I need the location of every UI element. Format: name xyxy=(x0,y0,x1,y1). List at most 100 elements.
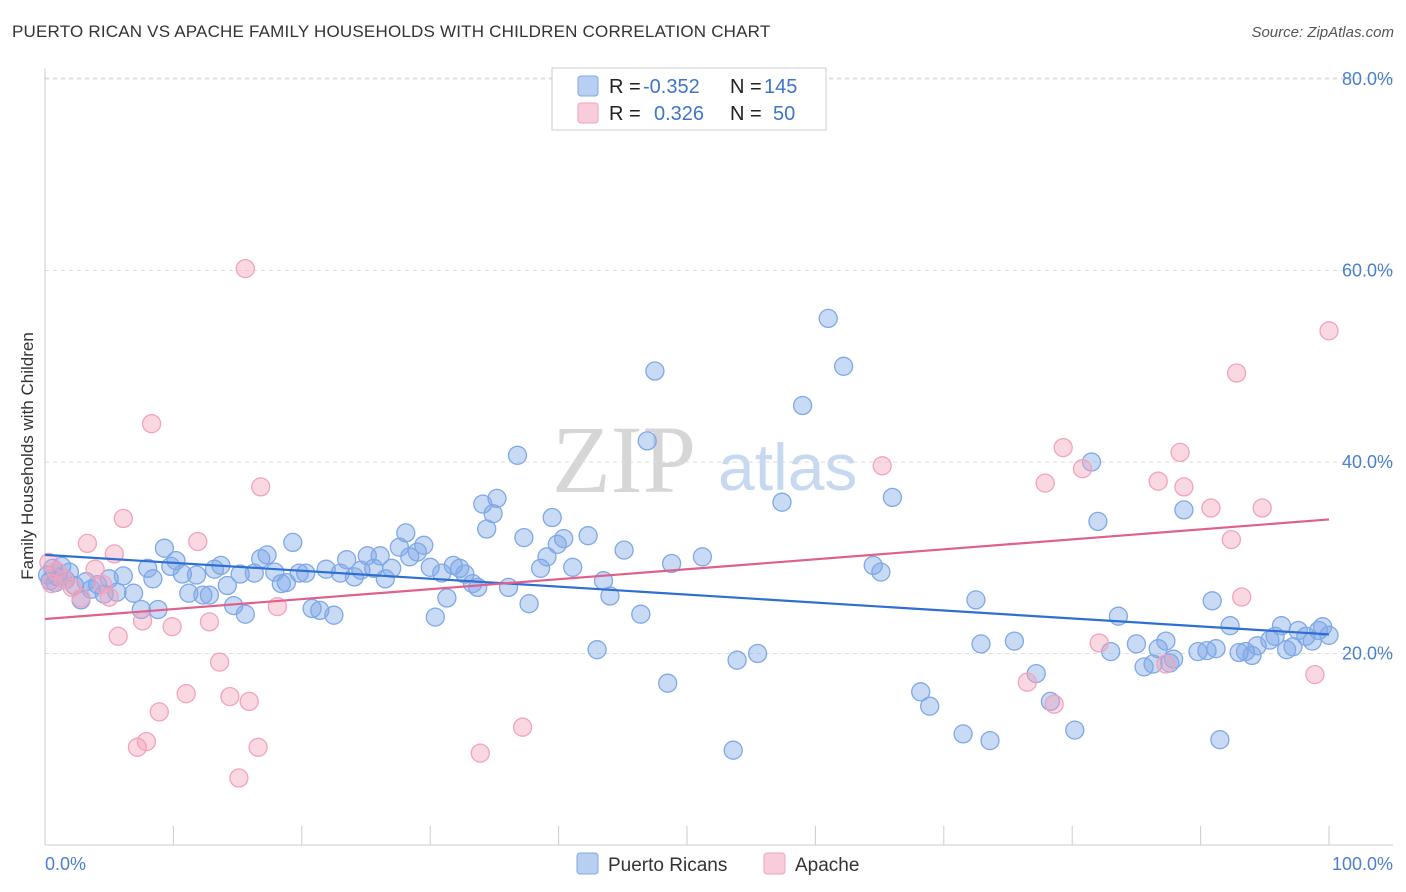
apache-point xyxy=(470,743,490,763)
puerto-ricans-point xyxy=(971,634,991,654)
puerto-ricans-point xyxy=(692,547,713,567)
legend-n-value-apache: 50 xyxy=(773,103,795,125)
puerto-ricans-point xyxy=(276,572,297,593)
puerto-ricans-point xyxy=(514,527,534,548)
puerto-ricans-point xyxy=(953,724,973,744)
puerto-ricans-point xyxy=(473,494,493,514)
apache-point xyxy=(71,588,91,608)
y-tick-label: 40.0% xyxy=(1342,452,1393,472)
apache-point xyxy=(176,684,196,704)
puerto-ricans-point xyxy=(487,488,507,509)
apache-point xyxy=(1319,321,1339,341)
puerto-ricans-point xyxy=(235,604,255,624)
puerto-ricans-point xyxy=(324,605,344,625)
puerto-ricans-point xyxy=(792,395,813,416)
puerto-ricans-point xyxy=(455,564,475,584)
puerto-ricans-point xyxy=(1174,500,1194,520)
puerto-ricans-point xyxy=(614,540,634,560)
puerto-ricans-point xyxy=(645,361,665,381)
apache-point xyxy=(99,587,119,607)
apache-point xyxy=(1156,654,1176,674)
y-tick-label: 80.0% xyxy=(1342,69,1393,89)
puerto-ricans-point xyxy=(920,696,940,716)
legend-swatch-puerto-ricans xyxy=(577,75,599,97)
puerto-ricans-point xyxy=(230,564,250,584)
puerto-ricans-point xyxy=(530,558,551,578)
watermark-zip: ZIP xyxy=(552,406,696,513)
puerto-ricans-point xyxy=(420,557,440,577)
apache-point xyxy=(1017,672,1037,692)
puerto-ricans-point xyxy=(337,550,357,570)
x-tick-label: 100.0% xyxy=(1332,854,1393,874)
puerto-ricans-point xyxy=(966,590,986,610)
puerto-ricans-point xyxy=(1148,639,1168,659)
apache-point xyxy=(248,737,268,757)
puerto-ricans-point xyxy=(382,558,402,578)
puerto-ricans-point xyxy=(818,308,838,329)
apache-point xyxy=(251,477,271,497)
puerto-ricans-point xyxy=(1206,639,1226,659)
series-legend-label-puerto-ricans: Puerto Ricans xyxy=(608,855,727,876)
apache-point xyxy=(1072,459,1093,479)
puerto-ricans-point xyxy=(519,594,539,614)
x-tick-label: 0.0% xyxy=(45,854,86,874)
apache-point xyxy=(1089,633,1109,653)
puerto-ricans-point xyxy=(747,643,768,664)
apache-point xyxy=(512,717,533,737)
apache-point xyxy=(149,702,169,722)
series-legend-label-apache: Apache xyxy=(795,855,859,876)
apache-point xyxy=(235,258,255,279)
puerto-ricans-point xyxy=(302,598,322,619)
series-legend: Puerto Ricans Apache xyxy=(576,852,859,876)
apache-trend-line xyxy=(44,518,1330,621)
puerto-ricans-point xyxy=(87,574,108,595)
puerto-ricans-point xyxy=(113,566,133,586)
series-legend-swatch-apache xyxy=(763,852,786,875)
puerto-ricans-point xyxy=(1319,625,1339,645)
source-label: Source: ZipAtlas.com xyxy=(1251,24,1394,41)
legend-r-value-puerto-ricans: -0.352 xyxy=(643,76,700,98)
apache-point xyxy=(229,768,249,788)
puerto-ricans-point xyxy=(542,507,562,528)
apache-point xyxy=(93,574,113,595)
apache-point xyxy=(1252,498,1272,518)
puerto-ricans-point xyxy=(911,682,931,702)
puerto-ricans-point xyxy=(1202,591,1222,611)
puerto-ricans-point xyxy=(425,607,445,627)
puerto-ricans-point xyxy=(389,537,410,557)
apache-point xyxy=(85,559,105,579)
puerto-ricans-point xyxy=(1088,511,1108,532)
y-axis-title: Family Households with Children xyxy=(18,332,37,580)
apache-point xyxy=(188,531,208,552)
puerto-ricans-point xyxy=(554,528,574,549)
apache-point xyxy=(220,686,240,707)
chart-title: PUERTO RICAN VS APACHE FAMILY HOUSEHOLDS… xyxy=(12,22,771,41)
puerto-ricans-point xyxy=(396,523,416,543)
puerto-ricans-point xyxy=(123,583,144,603)
puerto-ricans-point xyxy=(370,546,390,566)
legend-n-value-puerto-ricans: 145 xyxy=(764,76,797,98)
apache-point xyxy=(209,652,230,672)
apache-point xyxy=(1170,442,1190,463)
gridlines xyxy=(44,77,1393,845)
apache-point xyxy=(77,533,98,554)
apache-point xyxy=(1174,477,1194,497)
puerto-ricans-point xyxy=(1004,631,1025,651)
apache-point xyxy=(136,731,157,752)
legend-n-label-puerto-ricans: N = xyxy=(730,76,762,98)
apache-point xyxy=(1148,471,1168,491)
puerto-ricans-point xyxy=(1065,720,1085,740)
puerto-ricans-point xyxy=(1220,616,1240,636)
puerto-ricans-point xyxy=(186,565,207,585)
axes xyxy=(44,68,1393,846)
puerto-ricans-point xyxy=(483,504,503,524)
puerto-ricans-point xyxy=(432,563,452,583)
legend-n-label-apache: N = xyxy=(730,103,762,125)
apache-point xyxy=(162,617,182,637)
apache-point xyxy=(113,508,133,529)
puerto-ricans-point xyxy=(637,431,657,451)
puerto-ricans-point xyxy=(172,564,193,584)
series-apache xyxy=(39,258,1339,788)
correlation-legend: R = -0.352 N = 145 R = 0.326 N = 50 xyxy=(551,67,827,131)
